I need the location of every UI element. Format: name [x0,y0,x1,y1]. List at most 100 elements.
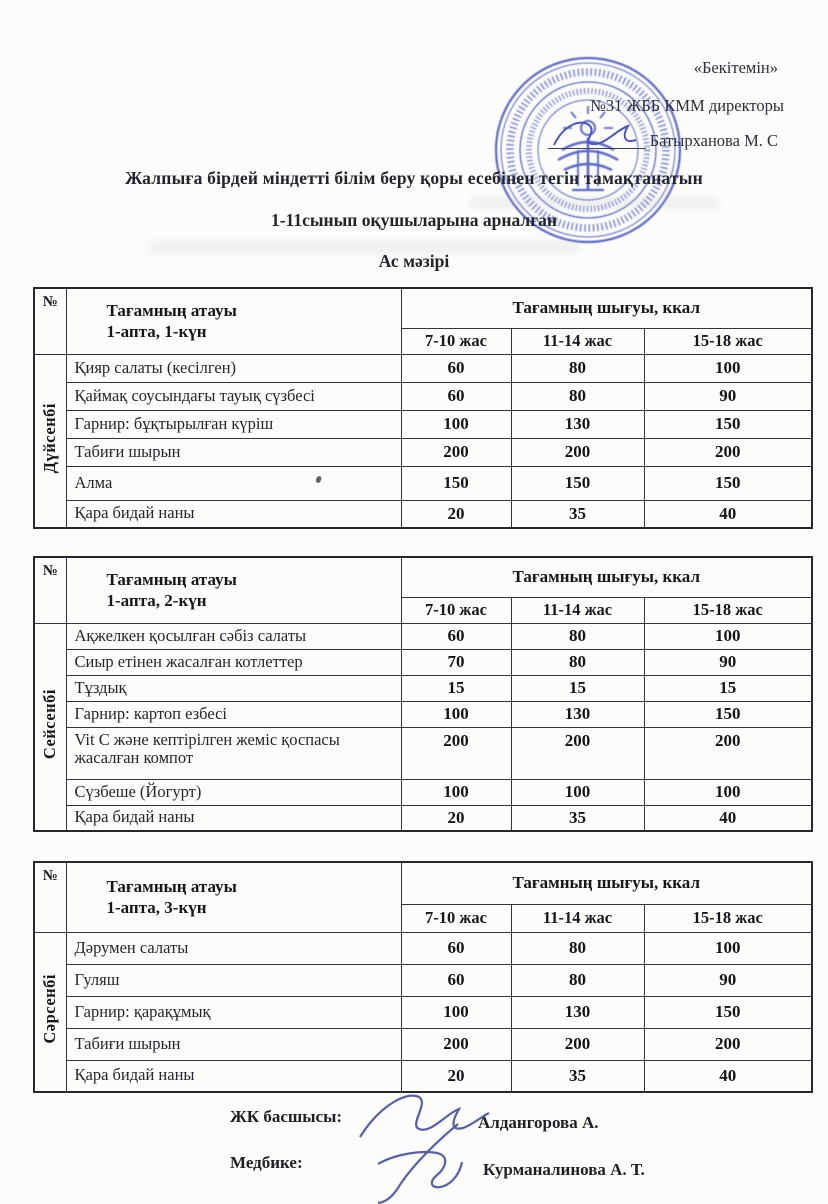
column-header-kcal: Тағамның шығуы, ккал [400,861,813,905]
document-title-line2: 1-11сынып оқушыларына арналған [270,210,557,230]
table-row: Гарнир: картоп езбесі 100 130 150 [34,700,813,728]
kcal-value: 100 [400,778,512,806]
kcal-value: 100 [643,778,813,806]
dish-name: Дәрумен салаты [65,931,402,965]
age-header-3: 15-18 жас [643,327,813,355]
dish-name: Сүзбеше (Йогурт) [65,778,402,806]
table-row: Алма 150 150 150 [34,465,813,501]
footer-signer-name: Алдангорова А. [478,1113,599,1132]
table-row: Табиғи шырын 200 200 200 [34,1027,813,1061]
dish-name: Алма [65,465,402,501]
table-row: Сиыр етінен жасалған котлеттер 70 80 90 [34,648,813,676]
dish-name: Гарнир: картоп езбесі [65,700,402,728]
kcal-value: 80 [510,622,645,650]
table-row: Сәрсенбі Дәрумен салаты 60 80 100 [33,931,813,1093]
dish-name: Гарнир: бұқтырылған күріш [65,409,402,439]
table-row: Vit C және кептірілген жеміс қоспасы жас… [34,726,813,780]
kcal-value: 200 [400,726,512,780]
day-label-cell: Сейсенбі [33,622,67,832]
menu-table-day3: № Тағамның атауы 1-апта, 3-күн Тағамның … [33,861,813,1093]
kcal-value: 100 [643,353,813,383]
age-header-2: 11-14 жас [510,903,645,933]
column-header-number: № [33,287,67,355]
kcal-value: 20 [400,804,512,832]
age-header-2: 11-14 жас [510,327,645,355]
approval-quote: «Бекітемін» [693,58,778,77]
kcal-value: 40 [643,499,813,529]
kcal-value: 60 [400,622,512,650]
kcal-value: 200 [643,1027,813,1061]
table-row: Қаймақ соусындағы тауық сүзбесі 60 80 90 [34,381,813,411]
official-stamp-seal [494,56,682,244]
kcal-value: 80 [510,931,645,965]
kcal-value: 90 [643,648,813,676]
kcal-value: 80 [510,648,645,676]
table-row: Гарнир: қарақұмық 100 130 150 [34,995,813,1029]
scan-artifact [470,196,720,209]
kcal-value: 60 [400,963,512,997]
age-header-2: 11-14 жас [510,596,645,624]
table-row: Тұздық 15 15 15 [34,674,813,702]
kcal-value: 20 [400,499,512,529]
column-header-number: № [33,861,67,933]
kcal-value: 200 [510,1027,645,1061]
dish-name: Vit C және кептірілген жеміс қоспасы жас… [65,726,402,780]
kcal-value: 35 [510,499,645,529]
age-header-3: 15-18 жас [643,596,813,624]
kcal-value: 80 [510,381,645,411]
kcal-value: 130 [510,700,645,728]
age-header-3: 15-18 жас [643,903,813,933]
day-label-cell: Сәрсенбі [33,931,67,1093]
age-header-1: 7-10 жас [400,596,512,624]
table-row: Қара бидай наны 20 35 40 [34,804,813,832]
column-header-number: № [33,556,67,624]
dish-header-label: Тағамның атауы [106,570,237,589]
dish-name: Табиғи шырын [65,437,402,467]
column-header-kcal: Тағамның шығуы, ккал [400,287,813,329]
column-header-dish: Тағамның атауы 1-апта, 1-күн [65,287,402,355]
table-row: Сүзбеше (Йогурт) 100 100 100 [34,778,813,806]
kcal-value: 100 [400,700,512,728]
director-signature [553,121,637,146]
dish-name: Сиыр етінен жасалған котлеттер [65,648,402,676]
kcal-value: 150 [643,409,813,439]
kcal-value: 200 [510,437,645,467]
day-label: Сәрсенбі [40,974,60,1045]
week-day-subtitle: 1-апта, 1-күн [106,322,207,342]
menu-table-day2: № Тағамның атауы 1-апта, 2-күн Тағамның … [33,556,813,832]
kcal-value: 150 [510,465,645,501]
kcal-value: 35 [510,1059,645,1093]
kcal-value: 15 [400,674,512,702]
week-day-subtitle: 1-апта, 3-күн [106,898,207,918]
week-day-subtitle: 1-апта, 2-күн [106,591,207,611]
kcal-value: 150 [643,465,813,501]
scan-artifact [150,240,580,254]
kcal-value: 70 [400,648,512,676]
table-row: Гарнир: бұқтырылған күріш 100 130 150 [34,409,813,439]
kcal-value: 200 [400,1027,512,1061]
kcal-value: 60 [400,931,512,965]
kcal-value: 90 [643,963,813,997]
kcal-value: 150 [643,995,813,1029]
kcal-value: 80 [510,353,645,383]
kcal-value: 90 [643,381,813,411]
kcal-value: 15 [643,674,813,702]
kcal-value: 15 [510,674,645,702]
kcal-value: 40 [643,804,813,832]
approval-director-title: №31 ЖББ КММ директоры [590,96,784,115]
table-row: Табиғи шырын 200 200 200 [34,437,813,467]
footer-role-label: Медбике: [230,1153,303,1172]
kcal-value: 200 [643,437,813,467]
table-row: Дүйсенбі Қияр салаты (кесілген) 60 80 10… [33,353,813,529]
kcal-value: 80 [510,963,645,997]
age-header-1: 7-10 жас [400,903,512,933]
kcal-value: 130 [510,995,645,1029]
kcal-value: 200 [400,437,512,467]
table-row: Гуляш 60 80 90 [34,963,813,997]
table-row: Қара бидай наны 20 35 40 [34,499,813,529]
menu-title: Ас мәзірі [378,251,450,271]
dish-name: Гуляш [65,963,402,997]
kcal-value: 20 [400,1059,512,1093]
table-row: Сейсенбі Ақжелкен қосылған сәбіз салаты … [33,622,813,832]
document-title-line1: Жалпыға бірдей міндетті білім беру қоры … [125,168,703,188]
